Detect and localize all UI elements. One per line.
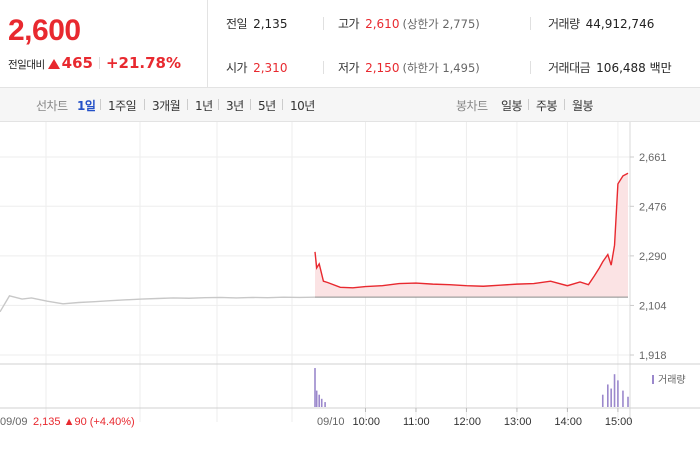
divider <box>187 99 188 110</box>
volume-bar <box>613 374 616 407</box>
stat-volume: 거래량 44,912,746 <box>548 17 655 31</box>
divider <box>100 99 101 110</box>
quote-header: 2,600 전일대비 465 +21.78% 전일 2,135 고가 2,610 (상한가… <box>0 0 700 88</box>
volume-bar <box>622 390 624 407</box>
chart-period-tabs: 선차트 1일 1주일 3개월 1년 3년 5년 10년 봉차트 일봉 주봉 월봉 <box>0 88 700 122</box>
stat-open: 시가 2,310 <box>226 61 288 75</box>
y-tick-label: 2,104 <box>639 300 667 312</box>
current-price: 2,600 <box>8 14 81 47</box>
up-triangle-icon <box>47 59 60 69</box>
change-label: 전일대비 <box>8 59 45 71</box>
tab-1-week[interactable]: 1주일 <box>108 99 137 113</box>
tab-1-day[interactable]: 1일 <box>77 99 96 113</box>
change-rate: +21.78% <box>105 54 181 72</box>
current-day-date-label: 09/10 <box>317 416 345 428</box>
divider <box>530 61 531 74</box>
stat-low: 저가 2,150 (하한가 1,495) <box>338 61 480 75</box>
divider <box>564 99 565 110</box>
divider <box>323 61 324 74</box>
current-price-box: 2,600 전일대비 465 +21.78% <box>0 0 208 87</box>
tab-daily-candle[interactable]: 일봉 <box>501 99 523 113</box>
x-tick-label: 14:00 <box>554 416 582 428</box>
tab-monthly-candle[interactable]: 월봉 <box>572 99 594 113</box>
x-tick-label: 10:00 <box>352 416 380 428</box>
volume-legend-label: 거래량 <box>658 374 686 386</box>
x-tick-label: 11:00 <box>403 416 430 428</box>
x-tick-label: 13:00 <box>504 416 532 428</box>
tab-5-years[interactable]: 5년 <box>258 99 276 113</box>
stat-prev-close: 전일 2,135 <box>226 17 288 31</box>
divider <box>323 17 324 30</box>
intraday-price-chart: 2,661 2,476 2,290 2,104 1,918 거래량 09/09 2,135 ▲… <box>0 122 700 428</box>
volume-bar <box>627 396 629 407</box>
grid <box>0 122 700 422</box>
divider <box>144 99 145 110</box>
candle-chart-label: 봉차트 <box>456 99 488 113</box>
change-value: 465 <box>61 54 93 72</box>
divider <box>530 17 531 30</box>
price-change-row: 전일대비 465 +21.78% <box>8 54 181 72</box>
x-tick-label: 12:00 <box>453 416 481 428</box>
x-tick-label: 15:00 <box>605 416 633 428</box>
divider <box>528 99 529 110</box>
volume-bar <box>610 388 612 407</box>
divider <box>98 57 100 69</box>
divider <box>282 99 283 110</box>
divider <box>218 99 219 110</box>
volume-bar <box>601 394 604 407</box>
price-area-fill <box>315 173 628 298</box>
prev-day-date-label: 09/09 <box>0 416 28 428</box>
tab-10-years[interactable]: 10년 <box>290 99 315 113</box>
volume-bar <box>617 380 619 407</box>
volume-bar <box>607 384 609 407</box>
volume-bar <box>315 390 318 407</box>
volume-bar <box>314 368 316 407</box>
intraday-price-line <box>314 172 629 289</box>
y-tick-label: 2,476 <box>639 201 667 213</box>
tab-1-year[interactable]: 1년 <box>195 99 213 113</box>
y-tick-label: 2,290 <box>639 251 667 263</box>
line-chart-label: 선차트 <box>36 99 68 113</box>
tab-3-years[interactable]: 3년 <box>226 99 244 113</box>
volume-bar <box>324 402 326 407</box>
divider <box>250 99 251 110</box>
tab-3-months[interactable]: 3개월 <box>152 99 181 113</box>
y-tick-label: 2,661 <box>639 152 667 164</box>
volume-legend-swatch <box>652 375 654 384</box>
stat-trade-value: 거래대금 106,488 백만 <box>548 61 672 75</box>
volume-bar <box>320 398 323 407</box>
tab-weekly-candle[interactable]: 주봉 <box>536 99 558 113</box>
y-tick-label: 1,918 <box>639 350 667 362</box>
prev-day-summary-label: 2,135 ▲90 (+4.40%) <box>33 416 135 428</box>
volume-bar <box>318 394 321 407</box>
stat-high: 고가 2,610 (상한가 2,775) <box>338 17 480 31</box>
prev-day-price-line <box>0 295 316 313</box>
